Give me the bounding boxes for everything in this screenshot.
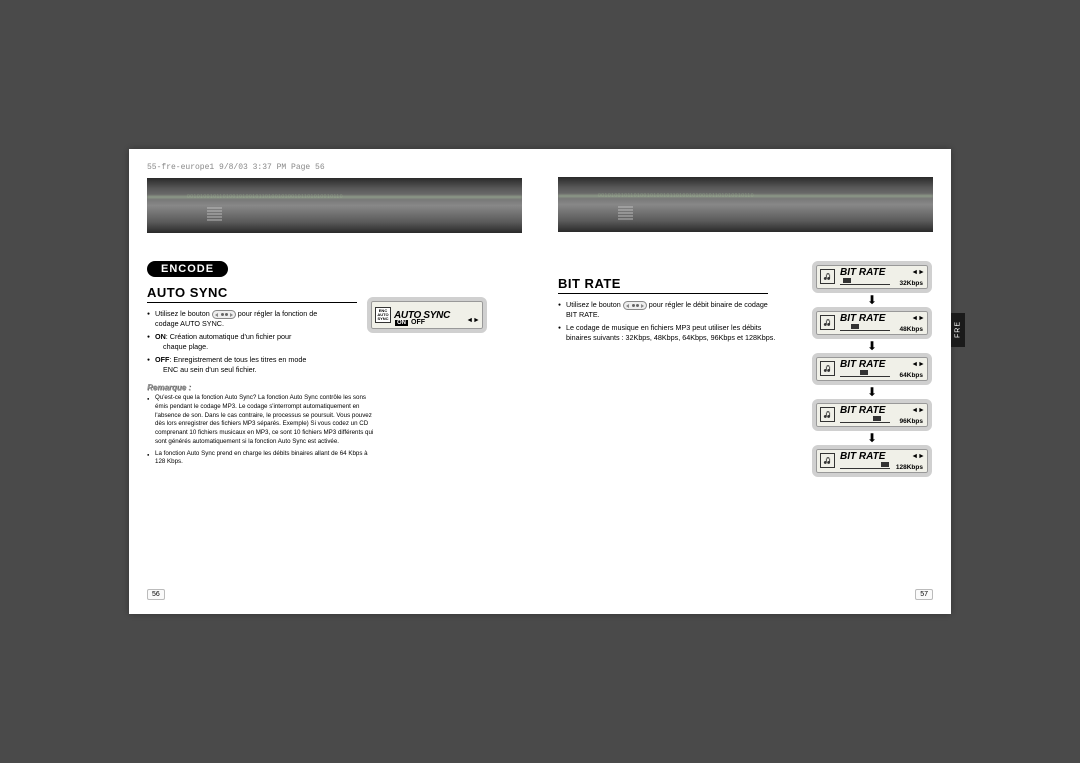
page-number-right: 57 (915, 589, 933, 600)
down-arrow-icon: ⬇ (867, 294, 877, 306)
banner-pattern: 0010100101101001010010110100101001011010… (187, 194, 343, 200)
remarque-label: Remarque : (147, 383, 522, 392)
lcd-on: ON (395, 320, 408, 326)
bullet-item: Utilisez le bouton pour régler le débit … (558, 300, 778, 320)
music-note-icon (820, 315, 835, 330)
bitrate-value: 32Kbps (900, 280, 923, 287)
lcd-bitrate: BIT RATE ◄ ► 128Kbps (812, 445, 932, 477)
language-tab: FRE (951, 313, 965, 347)
banner-left: 0010100101101001010010110100101001011010… (147, 178, 522, 233)
lcd-title: BIT RATE (840, 359, 885, 370)
bitrate-value: 48Kbps (900, 326, 923, 333)
music-note-icon (820, 361, 835, 376)
remarque-item: Qu'est-ce que la fonction Auto Sync? La … (147, 394, 377, 446)
bitrate-slider (840, 325, 890, 331)
page-number-left: 56 (147, 589, 165, 600)
lcd-row2: ON OFF (395, 319, 425, 326)
lcd-bitrate: BIT RATE ◄ ► 96Kbps (812, 399, 932, 431)
bitrate-slider (840, 417, 890, 423)
lcd-autosync: ENC AUTO SYNC AUTO SYNC ON OFF ◄ ► (367, 297, 487, 333)
lcd-arrows-icon: ◄ ► (911, 361, 924, 368)
bitrate-value: 96Kbps (900, 418, 923, 425)
bullet-item: Le codage de musique en fichiers MP3 peu… (558, 323, 778, 343)
lcd-enc-icon: ENC AUTO SYNC (375, 307, 391, 323)
down-arrow-icon: ⬇ (867, 386, 877, 398)
print-header: 55-fre-europe1 9/8/03 3:37 PM Page 56 (147, 163, 522, 172)
right-page: 0010100101101001010010110100101001011010… (540, 149, 951, 614)
lcd-title: BIT RATE (840, 405, 885, 416)
music-note-icon (820, 269, 835, 284)
bitrate-lcd-stack: BIT RATE◄ ►32Kbps⬇BIT RATE◄ ►48Kbps⬇BIT … (811, 261, 933, 477)
section-rule (147, 302, 357, 303)
bitrate-slider (840, 279, 890, 285)
lcd-arrows-icon: ◄ ► (911, 315, 924, 322)
music-note-icon (820, 407, 835, 422)
bullet-item: OFF: Enregistrement de tous les titres e… (147, 355, 337, 375)
lcd-arrows-icon: ◄ ► (911, 407, 924, 414)
down-arrow-icon: ⬇ (867, 340, 877, 352)
lcd-off: OFF (411, 319, 425, 326)
lcd-arrows-icon: ◄ ► (911, 453, 924, 460)
lcd-bitrate: BIT RATE ◄ ► 64Kbps (812, 353, 932, 385)
lcd-bitrate: BIT RATE ◄ ► 32Kbps (812, 261, 932, 293)
bitrate-slider (840, 371, 890, 377)
music-note-icon (820, 453, 835, 468)
lcd-arrows-icon: ◄ ► (466, 317, 479, 324)
bullet-item: ON: Création automatique d'un fichier po… (147, 332, 337, 352)
nav-button-icon (623, 301, 647, 310)
left-page: 55-fre-europe1 9/8/03 3:37 PM Page 56 00… (129, 149, 540, 614)
lcd-title: BIT RATE (840, 267, 885, 278)
lcd-arrows-icon: ◄ ► (911, 269, 924, 276)
lcd-bitrate: BIT RATE ◄ ► 48Kbps (812, 307, 932, 339)
nav-button-icon (212, 310, 236, 319)
autosync-bullets: Utilisez le bouton pour régler la foncti… (147, 309, 337, 375)
bitrate-value: 128Kbps (896, 464, 923, 471)
encode-badge: ENCODE (147, 261, 228, 277)
bullet-item: Utilisez le bouton pour régler la foncti… (147, 309, 337, 329)
section-rule (558, 293, 768, 294)
remarque-bullets: Qu'est-ce que la fonction Auto Sync? La … (147, 394, 377, 466)
lcd-title: BIT RATE (840, 451, 885, 462)
banner-pattern: 0010100101101001010010110100101001011010… (598, 193, 754, 199)
remarque-item: La fonction Auto Sync prend en charge le… (147, 450, 377, 467)
page-spread: FRE 55-fre-europe1 9/8/03 3:37 PM Page 5… (129, 149, 951, 614)
lcd-title: BIT RATE (840, 313, 885, 324)
down-arrow-icon: ⬇ (867, 432, 877, 444)
bitrate-value: 64Kbps (900, 372, 923, 379)
bitrate-slider (840, 463, 890, 469)
bitrate-bullets: Utilisez le bouton pour régler le débit … (558, 300, 778, 343)
banner-right: 0010100101101001010010110100101001011010… (558, 177, 933, 232)
